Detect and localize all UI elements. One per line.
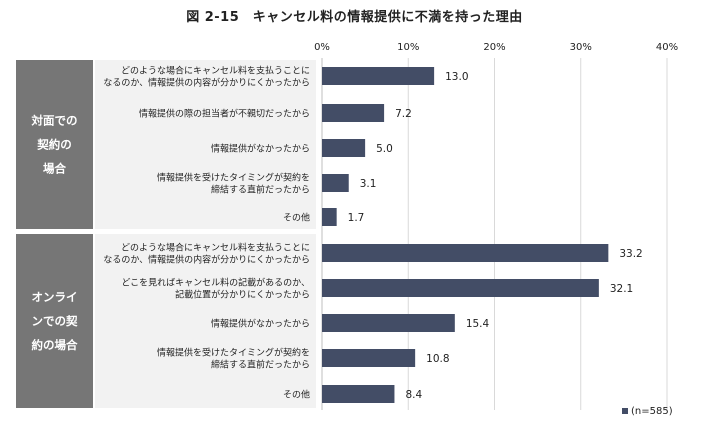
group-label: 場合 [43, 162, 66, 176]
x-tick-label: 0% [314, 42, 330, 53]
data-label: 5.0 [376, 143, 393, 155]
data-label: 13.0 [445, 71, 468, 83]
group-label: 約の場合 [32, 338, 78, 352]
data-label: 7.2 [395, 108, 412, 120]
category-label: 締結する直前だったから [211, 184, 310, 196]
category-label: なるのか、情報提供の内容が分かりにくかったから [103, 77, 310, 89]
bar [322, 279, 599, 297]
bar [322, 67, 435, 85]
data-label: 8.4 [405, 389, 422, 401]
category-label: どのような場合にキャンセル料を支払うことに [121, 242, 310, 254]
legend-swatch [622, 408, 628, 414]
chart-title: 図 2-15 キャンセル料の情報提供に不満を持った理由 [186, 10, 523, 25]
bar [322, 208, 337, 226]
category-label-panel [95, 60, 316, 229]
category-label: 情報提供の際の担当者が不親切だったから [139, 108, 310, 120]
x-tick-label: 30% [570, 42, 592, 53]
bar [322, 349, 416, 367]
x-tick-label: 20% [483, 42, 505, 53]
group-label-box [16, 60, 93, 229]
category-label: どのような場合にキャンセル料を支払うことに [121, 65, 310, 77]
bar [322, 174, 349, 192]
bar [322, 385, 395, 403]
x-tick-label: 40% [656, 42, 678, 53]
data-label: 33.2 [619, 248, 642, 260]
data-label: 3.1 [360, 178, 377, 190]
category-label: その他 [283, 389, 310, 401]
group-label: 契約の [36, 138, 72, 152]
category-label: 締結する直前だったから [211, 359, 310, 371]
group-label: 対面での [31, 114, 78, 128]
data-label: 10.8 [426, 353, 449, 365]
data-label: 1.7 [348, 212, 365, 224]
category-label: その他 [283, 212, 310, 224]
data-label: 32.1 [610, 283, 633, 295]
category-label: どこを見ればキャンセル料の記載があるのか、 [121, 277, 310, 289]
bar [322, 139, 366, 157]
category-label: 情報提供を受けたタイミングが契約を [157, 347, 310, 359]
bar [322, 244, 609, 262]
group-label: オンライ [32, 290, 78, 304]
x-tick-label: 10% [397, 42, 419, 53]
category-label: なるのか、情報提供の内容が分かりにくかったから [103, 254, 310, 266]
data-label: 15.4 [466, 318, 490, 330]
legend-label: (n=585) [631, 406, 673, 417]
category-label: 情報提供を受けたタイミングが契約を [157, 172, 310, 184]
category-label: 記載位置が分かりにくかったから [175, 289, 310, 301]
category-label: 情報提供がなかったから [211, 318, 310, 330]
bar [322, 104, 385, 122]
group-label: ンでの契 [32, 314, 78, 328]
category-label-panel [95, 234, 316, 408]
group-label-box [16, 234, 93, 408]
category-label: 情報提供がなかったから [211, 143, 310, 155]
bar [322, 314, 455, 332]
